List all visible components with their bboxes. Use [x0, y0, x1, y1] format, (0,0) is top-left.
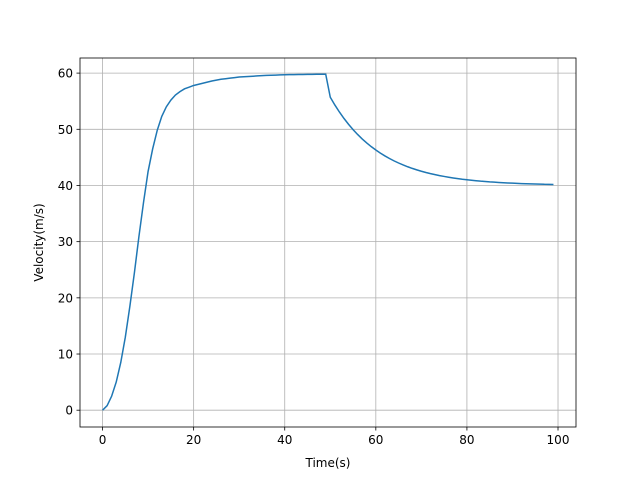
y-tick-label: 20	[58, 291, 73, 305]
x-tick-label: 40	[277, 433, 292, 447]
y-tick-label: 30	[58, 235, 73, 249]
x-tick-label: 80	[459, 433, 474, 447]
x-tick-label: 60	[368, 433, 383, 447]
x-tick-label: 0	[99, 433, 107, 447]
y-tick-label: 60	[58, 67, 73, 81]
data-line	[102, 73, 554, 411]
y-tick-label: 0	[65, 404, 73, 418]
y-tick-label: 10	[58, 348, 73, 362]
y-axis-label: Velocity(m/s)	[32, 203, 46, 281]
x-axis-label: Time(s)	[305, 456, 351, 470]
axes-frame	[79, 57, 577, 428]
x-tick-label: 20	[186, 433, 201, 447]
y-tick-label: 40	[58, 179, 73, 193]
y-tick-label: 50	[58, 123, 73, 137]
x-tick-label: 100	[547, 433, 570, 447]
